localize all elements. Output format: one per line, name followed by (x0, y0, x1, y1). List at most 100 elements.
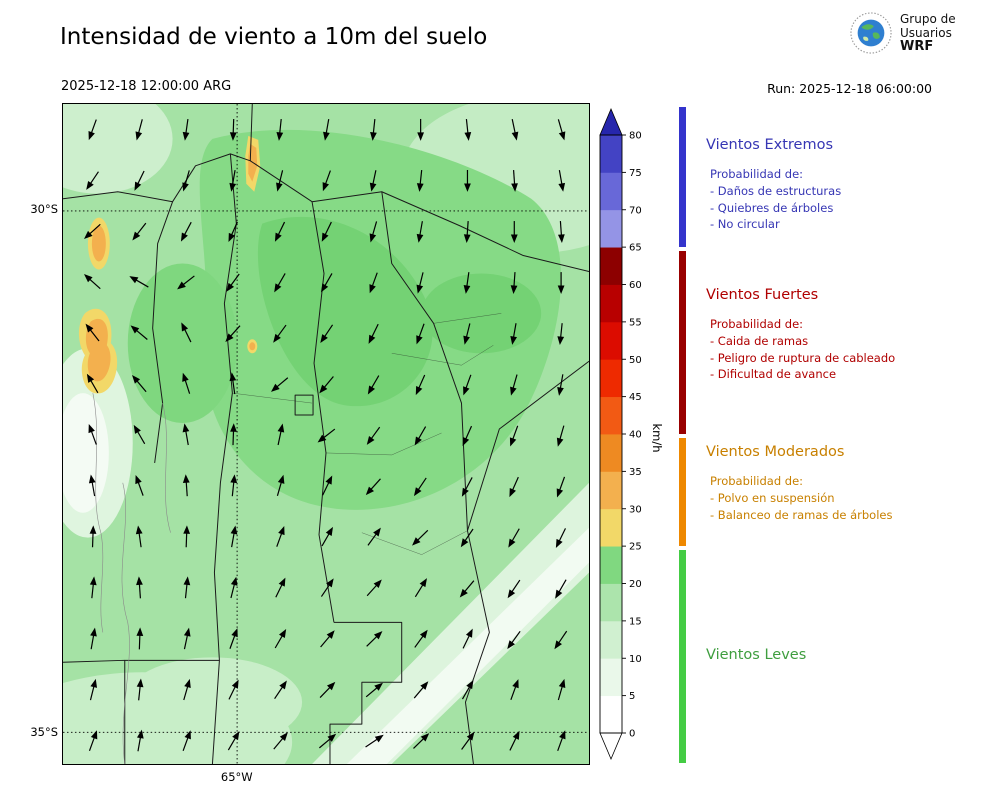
wind-arrow (557, 678, 566, 701)
colorbar-segment (600, 583, 622, 622)
wind-arrow (416, 221, 424, 243)
colorbar-tick-label: 5 (629, 691, 635, 702)
legend-intro: Probabilidad de: (710, 317, 804, 331)
colorbar-tick-label: 70 (629, 205, 642, 216)
wind-arrow (136, 627, 144, 650)
wind-arrow (85, 323, 100, 342)
lat-lon-gridlines (63, 104, 589, 764)
colorbar-segment (600, 284, 622, 323)
wind-arrow (89, 525, 97, 548)
globe-icon (850, 12, 892, 54)
wind-arrow (366, 426, 381, 445)
wind-arrow (365, 734, 384, 748)
wind-arrow (86, 373, 99, 394)
rivers (92, 393, 171, 764)
logo-text-line1: Grupo de (900, 12, 956, 26)
colorbar-segment (600, 172, 622, 211)
wind-arrow (507, 630, 521, 650)
wind-arrow (321, 221, 332, 242)
wind-arrow (182, 423, 190, 446)
wrf-users-group-logo: Grupo de Usuarios WRF (850, 12, 956, 54)
wind-arrow (320, 578, 334, 597)
wind-arrow (86, 171, 99, 190)
wind-arrow (462, 425, 473, 447)
colorbar-tick-label: 15 (629, 616, 642, 627)
wind-arrow (230, 576, 238, 599)
wind-arrow (132, 374, 147, 393)
wind-arrow (413, 733, 430, 749)
wind-arrow (88, 474, 96, 497)
colorbar-segment (600, 546, 622, 584)
legend-item: - Daños de estructuras (710, 184, 842, 198)
wind-arrow (370, 118, 377, 141)
colorbar-tick-label: 25 (629, 542, 642, 553)
legend-section-fuertes: Vientos Fuertes Probabilidad de: - Caida… (706, 287, 986, 383)
wind-arrow (276, 526, 285, 547)
wind-arrow (273, 732, 288, 750)
wind-arrow (462, 628, 473, 649)
wind-arrow (228, 679, 239, 700)
wind-arrow (320, 324, 334, 344)
wind-arrow (182, 118, 190, 141)
legend-strip-segment (679, 250, 686, 434)
lat-label-35s: 35°S (30, 725, 58, 740)
page-title: Intensidad de viento a 10m del suelo (60, 24, 488, 50)
wind-arrow (276, 170, 284, 192)
wind-arrow (181, 322, 192, 343)
wind-arrow (555, 528, 567, 549)
wind-arrow (511, 169, 518, 192)
wind-arrow (463, 272, 471, 294)
wind-arrow (511, 119, 519, 141)
wind-arrow (225, 325, 241, 342)
colorbar-tick-label: 0 (629, 729, 635, 740)
wind-arrow (459, 580, 475, 598)
logo-text-wrf: WRF (900, 39, 934, 54)
wind-arrow (318, 733, 337, 749)
logo-text-line2: Usuarios (900, 26, 952, 40)
wind-arrow (369, 221, 378, 243)
wind-arrow (132, 222, 147, 241)
wind-arrow (321, 526, 333, 547)
wind-speed-shading (63, 104, 589, 764)
wind-arrow (276, 474, 285, 496)
colorbar-tick-label: 55 (629, 317, 642, 328)
wind-arrow (130, 325, 148, 340)
colorbar-tick-label: 20 (629, 579, 642, 590)
wind-arrow (322, 475, 333, 496)
legend-strip-segment (679, 549, 686, 763)
wind-arrow (90, 627, 97, 650)
colorbar-tick-label: 50 (629, 355, 642, 366)
colorbar-segment (600, 209, 622, 248)
wind-speed-colorbar: 0 5 10 15 20 25 30 35 40 45 50 55 60 65 70 75 80 (599, 107, 642, 761)
wind-arrow (414, 578, 427, 598)
colorbar-unit-label: km/h (650, 423, 664, 453)
colorbar-tick-label: 40 (629, 430, 642, 441)
legend-intro: Probabilidad de: (710, 474, 804, 488)
wind-arrow (274, 273, 286, 293)
wind-arrow (416, 169, 424, 192)
wind-arrow (507, 579, 521, 599)
wind-arrow (182, 730, 191, 752)
wind-arrow (510, 272, 518, 294)
wind-arrow (135, 525, 143, 548)
lat-label-30s: 30°S (30, 202, 58, 217)
colorbar-segment (600, 658, 622, 697)
wind-arrow (464, 169, 471, 192)
wind-arrow (84, 274, 101, 290)
legend-item: - Caida de ramas (710, 334, 809, 348)
legend-item: - No circular (710, 217, 780, 231)
wind-arrow (271, 377, 289, 392)
colorbar-tick-label: 80 (629, 131, 642, 142)
wind-arrow (274, 680, 287, 700)
legend-item: - Quiebres de árboles (710, 200, 834, 215)
wind-arrow (558, 170, 566, 192)
wind-arrow (557, 730, 566, 752)
wind-arrow (320, 630, 335, 648)
wind-arrow (557, 374, 564, 396)
colorbar-segment (600, 471, 622, 510)
legend-title: Vientos Leves (706, 647, 807, 663)
wind-arrow (368, 323, 379, 344)
colorbar-segment (600, 321, 622, 360)
colorbar-segment (600, 135, 622, 173)
map-frame (62, 103, 590, 765)
